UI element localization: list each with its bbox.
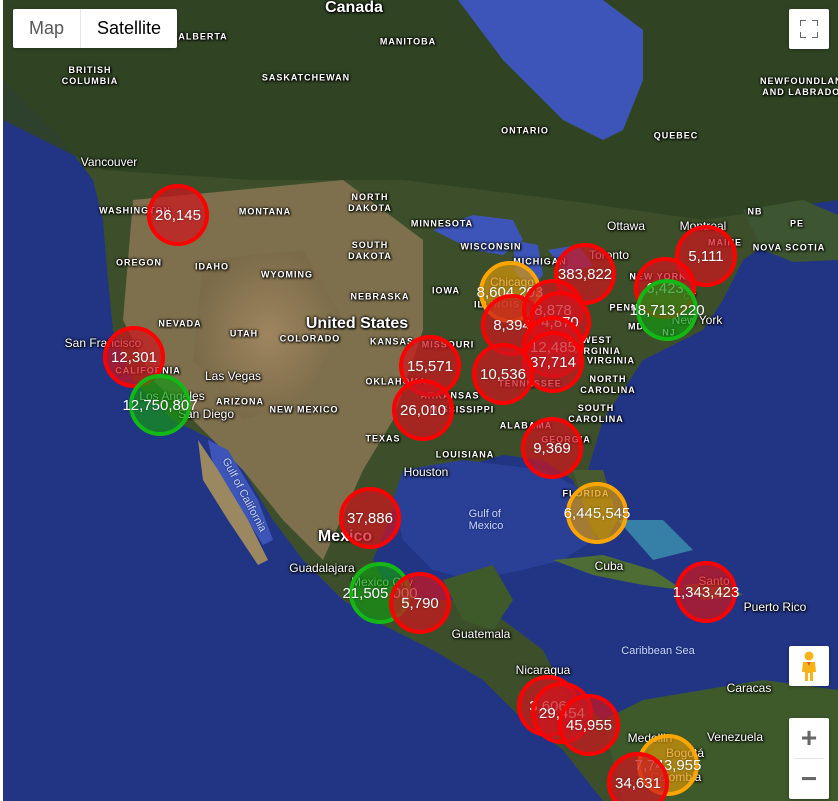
map-marker-red[interactable]: 37,714 — [522, 331, 584, 393]
marker-value: 12,750,807 — [122, 396, 198, 414]
zoom-out-button[interactable]: − — [800, 763, 818, 794]
marker-value: 1,343,423 — [672, 583, 740, 601]
marker-value: 37,714 — [530, 353, 576, 371]
map-marker-red[interactable]: 34,631 — [607, 752, 669, 801]
marker-value: 26,010 — [400, 401, 446, 419]
marker-value: 383,822 — [557, 265, 613, 283]
map-marker-red[interactable]: 5,111 — [675, 225, 737, 287]
marker-value: 9,369 — [533, 439, 571, 457]
marker-value: 26,145 — [155, 206, 201, 224]
marker-value: 10,536 — [480, 365, 526, 383]
map-marker-green[interactable]: 18,713,220 — [629, 279, 705, 341]
data-markers-layer: 26,145 12,301 12,750,807 383,822 8,604,203 5,… — [3, 0, 838, 801]
marker-value: 5,111 — [688, 247, 724, 265]
marker-value: 12,301 — [111, 348, 157, 366]
map-marker-red[interactable]: 1,343,423 — [672, 561, 740, 623]
map-marker-red[interactable]: 10,536 — [472, 343, 534, 405]
marker-value: 37,886 — [347, 509, 393, 527]
map-marker-green[interactable]: 12,750,807 — [122, 374, 198, 436]
zoom-control: + − — [789, 718, 829, 799]
marker-value: 8,394 — [493, 316, 531, 334]
street-view-pegman-icon — [802, 651, 816, 681]
map-type-map-button[interactable]: Map — [29, 18, 65, 38]
marker-value: 15,571 — [407, 357, 453, 375]
map-marker-red[interactable]: 5,790 — [389, 572, 451, 634]
map-marker-red[interactable]: 26,145 — [147, 184, 209, 246]
marker-value: 18,713,220 — [629, 301, 705, 319]
marker-value: 5,790 — [401, 594, 439, 612]
marker-value: 45,955 — [566, 716, 612, 734]
fullscreen-icon — [800, 20, 818, 38]
marker-value: 34,631 — [615, 774, 661, 792]
map-marker-red[interactable]: 9,369 — [521, 417, 583, 479]
street-view-button[interactable] — [789, 646, 829, 686]
map-marker-orange[interactable]: 6,445,545 — [563, 482, 631, 544]
map-marker-red[interactable]: 37,886 — [339, 487, 401, 549]
zoom-divider — [794, 758, 824, 759]
marker-value: 6,445,545 — [563, 504, 631, 522]
map-type-satellite-button[interactable]: Satellite — [80, 9, 177, 48]
fullscreen-button[interactable] — [789, 9, 829, 49]
zoom-in-button[interactable]: + — [800, 722, 818, 753]
map-marker-red[interactable]: 45,955 — [558, 694, 620, 756]
map-type-control: Map Satellite — [13, 9, 178, 48]
map-marker-red[interactable]: 26,010 — [392, 379, 454, 441]
